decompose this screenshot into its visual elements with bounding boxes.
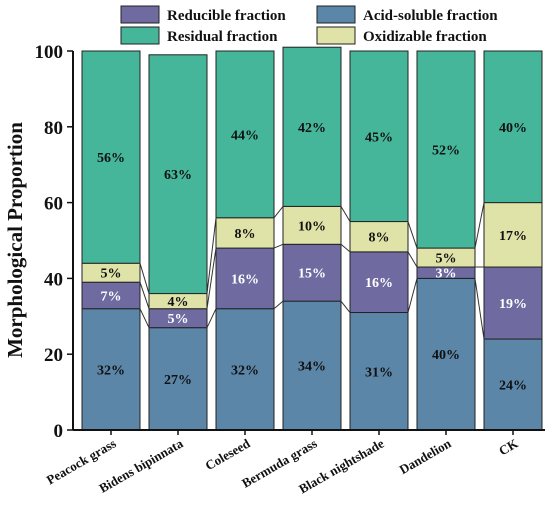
connector-line [340, 206, 351, 222]
data-label-oxidizable-fraction: 5% [101, 267, 122, 282]
data-label-oxidizable-fraction: 10% [298, 219, 326, 234]
connector-line [273, 243, 284, 249]
y-tick-label: 20 [44, 345, 63, 366]
data-label-residual-fraction: 45% [365, 130, 393, 145]
connector-line [340, 300, 351, 313]
connector-line [206, 217, 217, 294]
data-label-acid-soluble-fraction: 31% [365, 365, 393, 380]
connector-line [474, 202, 485, 249]
connectors [139, 202, 485, 340]
data-label-residual-fraction: 63% [164, 168, 192, 183]
data-label-oxidizable-fraction: 5% [436, 252, 457, 267]
bar-segment-residual-fraction [282, 46, 342, 207]
bar-segment-acid-soluble-fraction [81, 308, 141, 431]
legend-label-acid-soluble-fraction: Acid-soluble fraction [363, 8, 498, 24]
connector-line [206, 248, 217, 309]
x-tick-label: Dandelion [397, 435, 455, 477]
bar-segment-acid-soluble-fraction [483, 338, 543, 431]
y-tick-label: 60 [44, 194, 63, 215]
data-label-reducible-fraction: 7% [101, 289, 122, 304]
connector-line [273, 206, 284, 219]
legend-label-residual-fraction: Residual fraction [167, 29, 278, 45]
bar-segment-residual-fraction [416, 50, 476, 249]
connector-line [139, 282, 150, 309]
data-label-reducible-fraction: 15% [298, 267, 326, 282]
legend: Reducible fraction Acid-soluble fraction R… [120, 5, 498, 45]
data-label-acid-soluble-fraction: 24% [499, 379, 527, 394]
data-label-reducible-fraction: 3% [436, 267, 457, 282]
data-label-residual-fraction: 44% [231, 128, 259, 143]
connector-line [407, 278, 418, 313]
bar-segment-reducible-fraction [349, 251, 409, 314]
x-tick-label: Coleseed [202, 435, 253, 473]
y-tick-label: 100 [35, 42, 64, 63]
y-tick-label: 40 [44, 269, 63, 290]
y-tick-label: 80 [44, 118, 63, 139]
y-tick-label: 0 [54, 421, 64, 442]
legend-swatch-oxidizable-fraction [316, 26, 356, 45]
bar-segment-acid-soluble-fraction [349, 312, 409, 431]
bar-segment-oxidizable-fraction [215, 217, 275, 249]
data-label-oxidizable-fraction: 8% [369, 231, 390, 246]
connector-line [206, 308, 217, 328]
bar-segment-residual-fraction [215, 50, 275, 219]
connector-line [139, 263, 150, 294]
legend-swatch-acid-soluble-fraction [316, 5, 356, 24]
bar-segment-oxidizable-fraction [349, 221, 409, 253]
bar-segment-residual-fraction [349, 50, 409, 223]
connector-line [407, 221, 418, 249]
bar-segment-reducible-fraction [483, 266, 543, 340]
connector-line [273, 300, 284, 310]
data-label-acid-soluble-fraction: 40% [432, 348, 460, 363]
data-label-acid-soluble-fraction: 32% [97, 363, 125, 378]
connector-line [407, 251, 418, 268]
data-label-oxidizable-fraction: 17% [499, 229, 527, 244]
connector-line [139, 308, 150, 328]
data-labels: 32% 7% 5% 56% 27% 5% 4% 63% 32% 16% 8% 44% 34% 15% 10%… [97, 121, 527, 394]
legend-swatch-residual-fraction [120, 26, 160, 45]
bars [81, 46, 543, 431]
data-label-oxidizable-fraction: 4% [168, 295, 189, 310]
data-label-acid-soluble-fraction: 32% [231, 363, 259, 378]
bar-segment-acid-soluble-fraction [215, 308, 275, 431]
data-label-reducible-fraction: 16% [365, 276, 393, 291]
bar-segment-acid-soluble-fraction [282, 300, 342, 431]
data-label-reducible-fraction: 16% [231, 272, 259, 287]
data-label-oxidizable-fraction: 8% [235, 227, 256, 242]
data-label-acid-soluble-fraction: 27% [164, 373, 192, 388]
bar-segment-acid-soluble-fraction [416, 277, 476, 431]
legend-label-reducible-fraction: Reducible fraction [167, 8, 286, 24]
connector-line [340, 243, 351, 253]
bar-segment-residual-fraction [148, 54, 208, 295]
y-axis-label: Morphological Proportion [3, 122, 27, 358]
x-tick-label: CK [496, 435, 521, 458]
bar-segment-reducible-fraction [81, 281, 141, 310]
legend-label-oxidizable-fraction: Oxidizable fraction [363, 29, 487, 45]
data-label-residual-fraction: 40% [499, 121, 527, 136]
bar-segment-residual-fraction [483, 50, 543, 204]
data-label-acid-soluble-fraction: 34% [298, 360, 326, 375]
legend-swatch-reducible-fraction [120, 5, 160, 24]
data-label-reducible-fraction: 5% [168, 312, 189, 327]
bar-segment-oxidizable-fraction [483, 202, 543, 268]
connector-line [474, 278, 485, 340]
data-label-residual-fraction: 52% [432, 144, 460, 159]
data-label-reducible-fraction: 19% [499, 297, 527, 312]
data-label-residual-fraction: 56% [97, 151, 125, 166]
bar-segment-residual-fraction [81, 50, 141, 264]
data-label-residual-fraction: 42% [298, 121, 326, 136]
bar-segment-oxidizable-fraction [282, 205, 342, 245]
